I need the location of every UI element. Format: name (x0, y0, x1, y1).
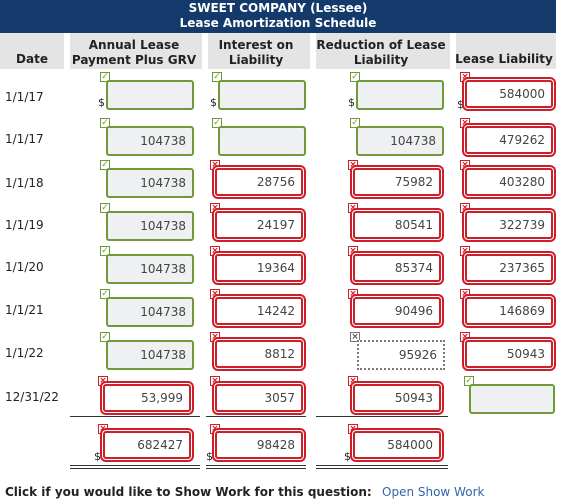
reduction-input[interactable]: 75982 (353, 168, 441, 196)
payment-input[interactable]: 104738 (106, 211, 194, 241)
header-separator (450, 33, 456, 69)
liability-input[interactable]: 50943 (465, 340, 553, 368)
check-icon: ✓ (100, 118, 110, 128)
row-date: 1/1/17 (5, 132, 44, 146)
total-payment-input[interactable]: 682427 (103, 431, 191, 459)
dollar-sign: $ (348, 96, 355, 109)
reduction-input[interactable]: 104738 (356, 126, 444, 156)
x-icon: × (350, 332, 360, 342)
column-header-payment-line1: Annual Lease (88, 38, 180, 52)
check-icon: ✓ (212, 118, 222, 128)
row-date: 1/1/22 (5, 346, 44, 360)
row-date: 1/1/17 (5, 90, 44, 104)
column-header-reduction-line2: Liability (353, 53, 409, 67)
header-separator (202, 33, 208, 69)
total-line (316, 416, 448, 417)
payment-input[interactable] (106, 80, 194, 110)
reduction-input[interactable]: 50943 (353, 384, 441, 412)
reduction-input[interactable]: 80541 (353, 211, 441, 239)
dollar-sign: $ (344, 450, 351, 463)
row-date: 1/1/20 (5, 260, 44, 274)
column-header-row (0, 33, 556, 69)
show-work-prompt: Click if you would like to Show Work for… (5, 485, 372, 499)
reduction-input[interactable]: 95926 (357, 340, 445, 370)
liability-input[interactable]: 146869 (465, 297, 553, 325)
dollar-sign: $ (210, 96, 217, 109)
check-icon: ✓ (212, 72, 222, 82)
payment-input[interactable]: 104738 (106, 254, 194, 284)
dollar-sign: $ (94, 450, 101, 463)
header-separator (310, 33, 316, 69)
total-line (70, 416, 200, 417)
company-title: SWEET COMPANY (Lessee) (188, 1, 368, 15)
payment-input[interactable]: 104738 (106, 126, 194, 156)
check-icon: ✓ (100, 246, 110, 256)
interest-input[interactable]: 28756 (215, 168, 303, 196)
double-underline (316, 465, 448, 466)
column-header-date: Date (16, 52, 48, 66)
liability-input[interactable]: 403280 (465, 168, 553, 196)
double-underline (70, 465, 200, 466)
reduction-input[interactable]: 90496 (353, 297, 441, 325)
payment-input[interactable]: 53,999 (103, 384, 191, 412)
column-header-interest-line2: Liability (228, 53, 284, 67)
dollar-sign: $ (206, 450, 213, 463)
double-underline (316, 468, 448, 469)
liability-input[interactable]: 584000 (465, 80, 553, 108)
reduction-input[interactable]: 85374 (353, 254, 441, 282)
total-line (206, 416, 306, 417)
column-header-reduction-line1: Reduction of Lease (316, 38, 446, 52)
check-icon: ✓ (350, 72, 360, 82)
interest-input[interactable]: 8812 (215, 340, 303, 368)
liability-input[interactable]: 322739 (465, 211, 553, 239)
check-icon: ✓ (350, 118, 360, 128)
interest-input[interactable]: 3057 (215, 384, 303, 412)
liability-input[interactable] (469, 384, 555, 414)
payment-input[interactable]: 104738 (106, 340, 194, 370)
row-date: 1/1/21 (5, 303, 44, 317)
check-icon: ✓ (100, 72, 110, 82)
liability-input[interactable]: 479262 (465, 126, 553, 154)
liability-input[interactable]: 237365 (465, 254, 553, 282)
interest-input[interactable]: 24197 (215, 211, 303, 239)
column-header-payment: Annual Lease Payment Plus GRV (66, 38, 202, 68)
total-reduction-input[interactable]: 584000 (353, 431, 441, 459)
payment-input[interactable]: 104738 (106, 297, 194, 327)
row-date: 1/1/19 (5, 218, 44, 232)
check-icon: ✓ (100, 289, 110, 299)
column-header-payment-line2: Payment Plus GRV (71, 53, 197, 67)
double-underline (206, 468, 306, 469)
interest-input[interactable]: 14242 (215, 297, 303, 325)
dollar-sign: $ (98, 96, 105, 109)
reduction-input[interactable] (356, 80, 444, 110)
check-icon: ✓ (100, 332, 110, 342)
column-header-reduction: Reduction of Lease Liability (312, 38, 450, 68)
check-icon: ✓ (100, 160, 110, 170)
row-date: 1/1/18 (5, 176, 44, 190)
double-underline (70, 468, 200, 469)
row-date: 12/31/22 (5, 390, 59, 404)
header-separator (64, 33, 70, 69)
total-interest-input[interactable]: 98428 (215, 431, 303, 459)
interest-input[interactable]: 19364 (215, 254, 303, 282)
interest-input[interactable] (218, 126, 306, 156)
double-underline (206, 465, 306, 466)
schedule-title: Lease Amortization Schedule (179, 16, 377, 30)
column-header-interest-line1: Interest on (218, 38, 294, 52)
payment-input[interactable]: 104738 (106, 168, 194, 198)
open-show-work-link[interactable]: Open Show Work (382, 485, 485, 499)
interest-input[interactable] (218, 80, 306, 110)
column-header-interest: Interest on Liability (206, 38, 306, 68)
schedule-title-bar: SWEET COMPANY (Lessee) Lease Amortizatio… (0, 0, 556, 33)
column-header-liability: Lease Liability (455, 52, 553, 66)
dollar-sign: $ (457, 98, 464, 111)
check-icon: ✓ (100, 203, 110, 213)
